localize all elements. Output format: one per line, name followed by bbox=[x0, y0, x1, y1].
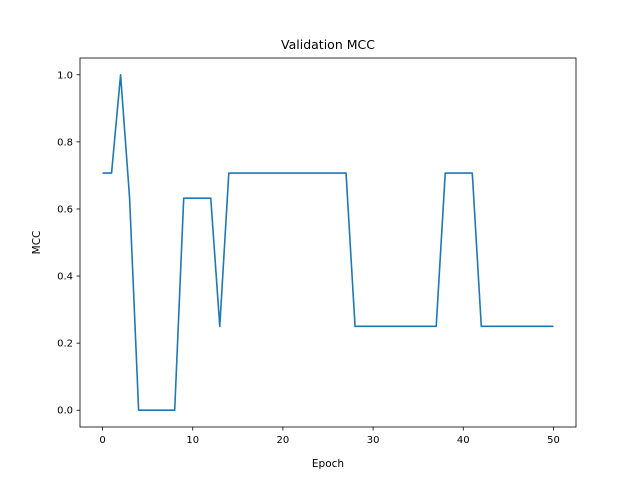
plot-frame bbox=[79, 57, 577, 428]
y-tick-label: 1.0 bbox=[57, 70, 73, 81]
chart-title: Validation MCC bbox=[281, 37, 375, 52]
x-axis: 0 10 20 30 40 50 bbox=[99, 427, 560, 446]
series-line bbox=[102, 73, 554, 412]
y-axis-title: MCC bbox=[31, 231, 43, 255]
x-tick-label: 20 bbox=[277, 435, 290, 446]
y-tick-label: 0.8 bbox=[57, 137, 73, 148]
x-tick-label: 10 bbox=[186, 435, 199, 446]
y-axis: 0.0 0.2 0.4 0.6 0.8 1.0 bbox=[57, 70, 80, 417]
y-tick-label: 0.0 bbox=[57, 406, 73, 417]
x-tick-label: 30 bbox=[367, 435, 380, 446]
x-tick-label: 50 bbox=[547, 435, 560, 446]
y-tick-label: 0.4 bbox=[57, 272, 73, 283]
x-tick-label: 40 bbox=[457, 435, 470, 446]
y-tick-label: 0.6 bbox=[57, 204, 73, 215]
x-axis-title: Epoch bbox=[312, 458, 344, 470]
x-tick-label: 0 bbox=[99, 435, 105, 446]
y-tick-label: 0.2 bbox=[57, 339, 73, 350]
